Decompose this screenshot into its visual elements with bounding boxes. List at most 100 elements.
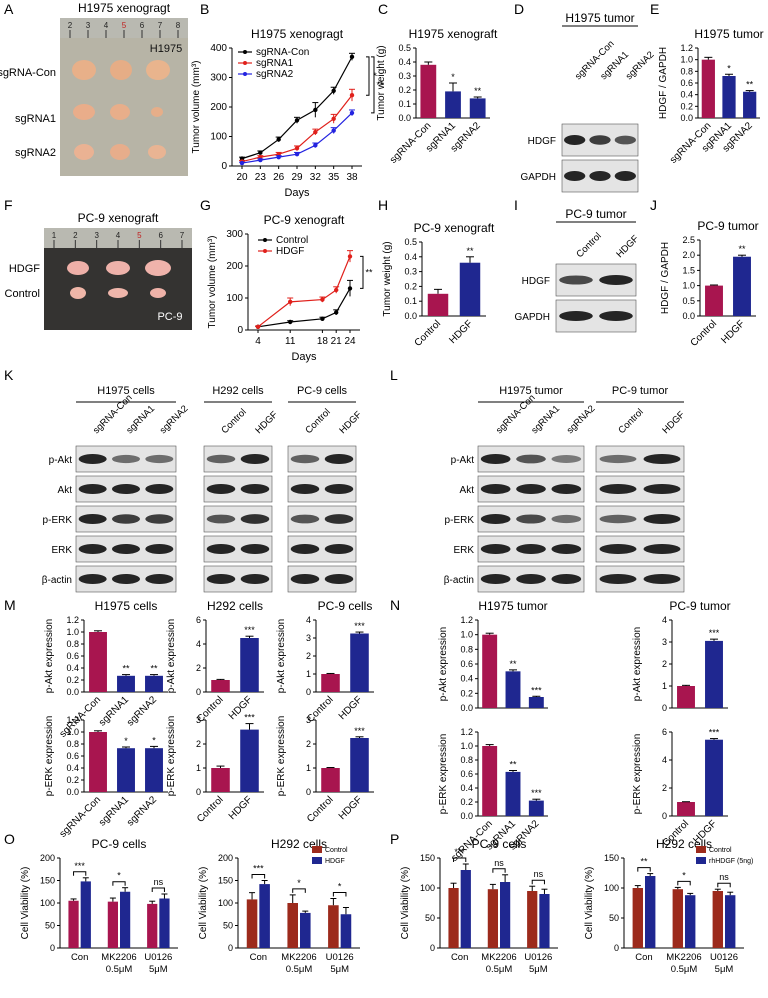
data-point	[334, 287, 339, 293]
blot-band	[480, 514, 511, 524]
bar	[743, 91, 757, 118]
blot-band	[206, 454, 236, 464]
tumor	[110, 104, 130, 120]
blot-row-label: ERK	[51, 545, 72, 556]
blot-band	[614, 135, 636, 145]
x-tick-label: U0126	[144, 952, 172, 963]
blot-title: PC-9 tumor	[565, 207, 626, 221]
lane-label: sgRNA1	[529, 403, 562, 436]
bar	[427, 293, 449, 316]
y-tick-label: 1.0	[66, 727, 79, 737]
legend-label: Control	[276, 235, 308, 246]
tumor	[106, 261, 130, 275]
lane-label: HDGF	[337, 409, 364, 436]
significance-label: **	[474, 86, 482, 96]
significance-label: ***	[709, 728, 720, 738]
y-tick-label: 0.0	[66, 787, 79, 797]
y-tick-label: 0	[306, 787, 311, 797]
ruler-number: 4	[116, 231, 121, 240]
y-tick-label: 150	[604, 853, 619, 863]
x-tick-label: Con	[451, 952, 468, 963]
y-tick-label: 0	[614, 943, 619, 953]
y-tick-label: 0.2	[680, 101, 693, 111]
y-tick-label: 2	[196, 739, 201, 749]
blot-band	[290, 484, 320, 494]
y-tick-label: 0.5	[404, 237, 417, 247]
y-tick-label: 3	[306, 633, 311, 643]
data-point	[294, 118, 300, 123]
x-tick-label: Con	[250, 952, 267, 963]
blot-band	[599, 574, 637, 584]
y-axis-label: p-ERK expression	[632, 734, 643, 815]
data-point	[258, 157, 263, 163]
x-tick-label: Control	[195, 794, 226, 825]
ruler-number: 4	[104, 21, 109, 30]
significance-label: *	[727, 63, 731, 73]
y-tick-label: 0.6	[66, 651, 79, 661]
significance-label: **	[376, 80, 384, 90]
chart-title: H1975 tumor	[694, 27, 763, 41]
significance-label: *	[373, 71, 377, 81]
blot-row-label: Akt	[58, 485, 73, 496]
chart-title: H292 cells	[207, 599, 263, 613]
tumor	[145, 260, 171, 276]
blot-row-label: β-actin	[444, 575, 474, 586]
y-tick-label: 50	[425, 913, 435, 923]
ruler-number: 3	[86, 21, 91, 30]
blot-group-title: PC-9 cells	[297, 385, 348, 397]
blot-row-label: GAPDH	[520, 172, 556, 183]
bar	[460, 870, 471, 948]
blot-band	[206, 544, 236, 554]
y-axis-label: Tumor volume (mm³)	[191, 61, 202, 154]
bar	[482, 746, 498, 816]
blot-band	[643, 544, 681, 554]
x-tick-label: 5μM	[330, 964, 349, 975]
blot-band	[240, 574, 270, 584]
blot-band	[145, 544, 174, 554]
ruler-number: 6	[158, 231, 163, 240]
y-tick-label: 50	[45, 921, 55, 931]
significance-bracket	[371, 56, 375, 114]
y-tick-label: 1.2	[460, 615, 473, 625]
significance-label: ns	[534, 869, 544, 879]
bar	[733, 256, 751, 316]
legend-swatch	[696, 857, 706, 864]
blot-band	[480, 484, 511, 494]
significance-label: **	[150, 664, 158, 674]
photo-row-label: sgRNA-Con	[0, 67, 56, 79]
bar	[145, 748, 163, 792]
y-tick-label: 100	[420, 883, 435, 893]
blot-band	[559, 275, 593, 285]
blot-band	[78, 544, 107, 554]
bar	[701, 59, 715, 118]
y-axis-label: Cell Viability (%)	[400, 867, 411, 940]
legend-swatch	[312, 846, 322, 853]
bar	[287, 903, 298, 948]
y-tick-label: 4	[306, 615, 311, 625]
chart-B: H1975 xenogragt 0 100 200 300 400 20 23 26 29 32 35…	[191, 27, 384, 199]
x-tick-label: 0.5μM	[486, 964, 513, 975]
ruler-number: 8	[176, 21, 181, 30]
y-tick-label: 150	[420, 853, 435, 863]
ruler-number: 7	[180, 231, 185, 240]
photo-inset-label: H1975	[150, 43, 182, 55]
x-axis-label: Days	[284, 187, 310, 199]
y-tick-label: 0.0	[66, 687, 79, 697]
photo-row-label: sgRNA1	[15, 113, 56, 125]
y-tick-label: 0.8	[66, 639, 79, 649]
bar	[705, 285, 723, 316]
y-tick-label: 100	[210, 132, 227, 143]
x-tick-label: MK2206	[101, 952, 136, 963]
y-tick-label: 0.2	[398, 85, 411, 95]
significance-label: ***	[244, 713, 255, 723]
y-axis-label: p-Akt expression	[44, 619, 55, 693]
significance-bracket	[366, 56, 370, 96]
bar	[528, 697, 544, 708]
y-tick-label: 2.0	[682, 250, 695, 260]
y-tick-label: 1	[306, 763, 311, 773]
blot-band	[516, 514, 546, 524]
